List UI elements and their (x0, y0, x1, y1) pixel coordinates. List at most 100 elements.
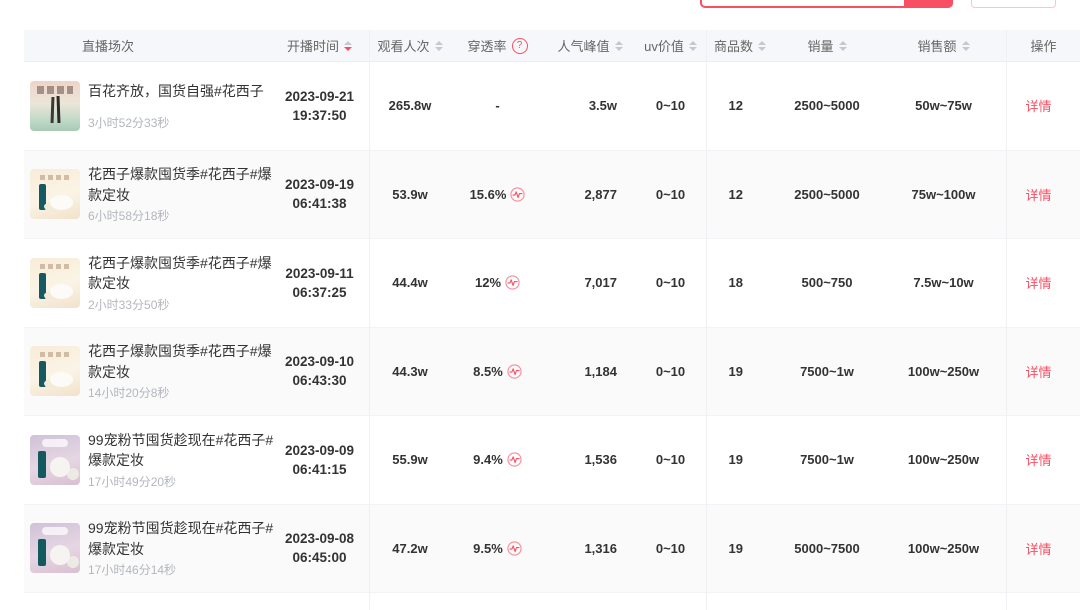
action-cell: 详情 (1007, 239, 1080, 327)
live-title: 花西子爆款囤货季#花西子#爆款定妆 (88, 254, 272, 292)
topbar (0, 0, 1080, 30)
trend-pulse-icon[interactable] (510, 187, 526, 202)
session-cell: 花西子爆款囤货季#花西子#爆款定妆 2小时33分50秒 (24, 239, 272, 327)
column-header-start-time[interactable]: 开播时间 (270, 30, 370, 61)
product-count-cell: 12 (728, 186, 743, 202)
column-header-uv-value[interactable]: uv价值 (635, 30, 707, 61)
live-cover-thumbnail (30, 434, 80, 485)
uv-value-cell: 0~10 (635, 62, 707, 150)
start-clock: 06:37:25 (292, 284, 347, 300)
peak-popularity-cell: 3.5w (588, 98, 617, 114)
column-header-action: 操作 (1007, 30, 1080, 61)
penetration-cell: 9.5% (450, 505, 545, 593)
live-cover-thumbnail (30, 169, 80, 220)
secondary-action-button[interactable] (971, 0, 1056, 8)
live-duration: 14小时20分8秒 (88, 386, 170, 401)
start-clock: 06:41:38 (292, 196, 347, 212)
detail-link[interactable]: 详情 (1025, 276, 1052, 292)
help-icon[interactable]: ? (511, 37, 528, 54)
penetration-value: - (495, 98, 500, 114)
column-header-sales-amount[interactable]: 销售额 (881, 30, 1007, 61)
penetration-value: 12% (474, 275, 502, 291)
session-cell: 花西子爆款囤货季#花西子#爆款定妆 14小时20分8秒 (24, 328, 272, 416)
session-cell: 99宠粉节囤货趁现在#花西子#爆款定妆 17小时49分20秒 (24, 416, 273, 504)
live-duration: 6小时58分18秒 (88, 209, 170, 224)
start-date: 2023-09-21 (284, 88, 355, 104)
detail-link[interactable]: 详情 (1025, 364, 1052, 380)
peak-popularity-cell: 7,017 (584, 275, 617, 291)
uv-value-cell: 0~10 (635, 150, 707, 238)
action-cell: 详情 (1007, 505, 1080, 593)
start-time-cell: 2023-09-21 19:37:50 (270, 62, 370, 150)
sort-icon (434, 40, 443, 51)
live-title: 百花齐放，国货自强#花西子 (88, 82, 264, 99)
column-header-peak[interactable]: 人气峰值 (545, 30, 635, 61)
sales-volume-cell: 7500~1w (800, 452, 854, 468)
views-cell: 44.4w (392, 275, 428, 291)
penetration-cell: 8.5% (450, 328, 545, 416)
penetration-value: 8.5% (473, 363, 503, 379)
sales-amount-cell: 100w~250w (881, 416, 1007, 504)
start-date: 2023-09-11 (285, 265, 354, 281)
start-time-cell: 2023-09-09 06:41:15 (270, 416, 370, 504)
column-header-views[interactable]: 观看人次 (370, 30, 450, 61)
uv-value-cell: 0~10 (635, 504, 707, 592)
column-label: 销售额 (917, 39, 957, 54)
peak-popularity-cell: 1,536 (584, 452, 617, 468)
sales-amount-cell: 75w~100w (881, 150, 1007, 238)
penetration-cell: 15.6% (450, 151, 545, 239)
start-time-cell: 2023-09-19 06:41:38 (270, 150, 370, 238)
sales-amount-cell: 50w~75w (881, 62, 1007, 150)
column-label: 销量 (807, 39, 834, 54)
product-count-cell: 12 (728, 98, 743, 114)
start-time-cell: 2023-09-10 06:43:30 (270, 327, 370, 415)
trend-pulse-icon[interactable] (505, 275, 520, 290)
product-count-cell: 18 (728, 275, 743, 291)
views-cell: 47.2w (392, 540, 428, 556)
start-time-cell: 2023-09-08 06:45:00 (270, 504, 370, 592)
table-row: 花西子爆款囤货季#花西子#爆款定妆 2小时33分50秒 2023-09-11 0… (24, 239, 1080, 328)
trend-pulse-icon[interactable] (507, 452, 522, 467)
views-cell: 44.3w (392, 363, 428, 379)
sort-icon (758, 40, 766, 51)
live-duration: 17小时46分14秒 (88, 563, 177, 578)
sort-icon (838, 40, 847, 51)
sort-icon (614, 40, 623, 51)
penetration-cell: 9.4% (450, 416, 545, 504)
detail-link[interactable]: 详情 (1025, 187, 1052, 203)
penetration-value: 9.4% (473, 452, 503, 468)
sales-volume-cell: 2500~5000 (794, 186, 860, 202)
uv-value-cell: 0~10 (635, 239, 707, 327)
live-title: 99宠粉节囤货趁现在#花西子#爆款定妆 (88, 431, 274, 469)
trend-pulse-icon[interactable] (507, 364, 522, 379)
start-date: 2023-09-19 (284, 177, 355, 193)
detail-link[interactable]: 详情 (1025, 99, 1052, 115)
search-input[interactable] (700, 0, 953, 8)
session-cell: 99宠粉节囤货趁现在#花西子#爆款定妆 17小时46分14秒 (24, 505, 273, 593)
column-header-penetration: 穿透率 ? (450, 30, 545, 61)
start-clock: 19:37:50 (292, 107, 347, 123)
live-duration: 17小时49分20秒 (88, 474, 177, 489)
column-label: 操作 (1030, 39, 1057, 54)
trend-pulse-icon[interactable] (507, 541, 522, 556)
product-count-cell: 19 (728, 540, 743, 556)
penetration-value: 9.5% (473, 540, 503, 556)
sales-amount-cell: 100w~250w (881, 504, 1007, 592)
live-cover-thumbnail (30, 346, 80, 397)
column-header-sales-volume[interactable]: 销量 (773, 30, 881, 61)
search-button[interactable] (904, 0, 953, 8)
uv-value-cell: 0~10 (635, 416, 707, 504)
table-row: 99宠粉节囤货趁现在#花西子#爆款定妆 17小时46分14秒 2023-09-0… (24, 504, 1080, 593)
sales-amount-cell: 100w~250w (881, 327, 1007, 415)
column-header-product-count[interactable]: 商品数 (707, 30, 773, 61)
sort-icon (688, 40, 697, 51)
column-label: 穿透率 (467, 39, 507, 54)
start-clock: 06:43:30 (292, 373, 347, 389)
detail-link[interactable]: 详情 (1025, 453, 1052, 469)
penetration-cell: - (450, 62, 545, 150)
live-duration: 2小时33分50秒 (88, 297, 170, 312)
sales-volume-cell: 500~750 (801, 275, 853, 291)
detail-link[interactable]: 详情 (1025, 541, 1052, 557)
views-cell: 265.8w (388, 98, 432, 114)
